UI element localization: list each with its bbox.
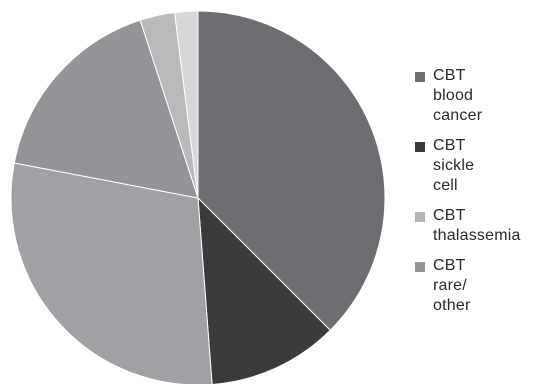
legend-swatch — [415, 142, 425, 152]
chart-legend: CBT blood cancer CBT sickle cell CBT tha… — [415, 66, 542, 326]
legend-label: CBT rare/ other — [433, 257, 471, 314]
legend-item-blood-cancer: CBT blood cancer — [415, 66, 542, 126]
pie-slice-3 — [10, 162, 213, 384]
legend-swatch — [415, 262, 425, 272]
pie-slice-4 — [13, 19, 199, 199]
pie-slice-6 — [174, 10, 199, 199]
legend-item-thalassemia: CBT thalassemia — [415, 206, 542, 246]
legend-swatch — [415, 212, 425, 222]
legend-swatch — [415, 72, 425, 82]
legend-item-sickle-cell: CBT sickle cell — [415, 136, 542, 196]
legend-label: CBT sickle cell — [433, 137, 475, 194]
legend-item-rare-other: CBT rare/ other — [415, 256, 542, 316]
pie-chart — [10, 10, 386, 384]
pie-slices — [10, 10, 386, 384]
legend-label: CBT thalassemia — [433, 207, 521, 244]
pie-slice-1 — [197, 10, 386, 331]
legend-label: CBT blood cancer — [433, 67, 483, 124]
